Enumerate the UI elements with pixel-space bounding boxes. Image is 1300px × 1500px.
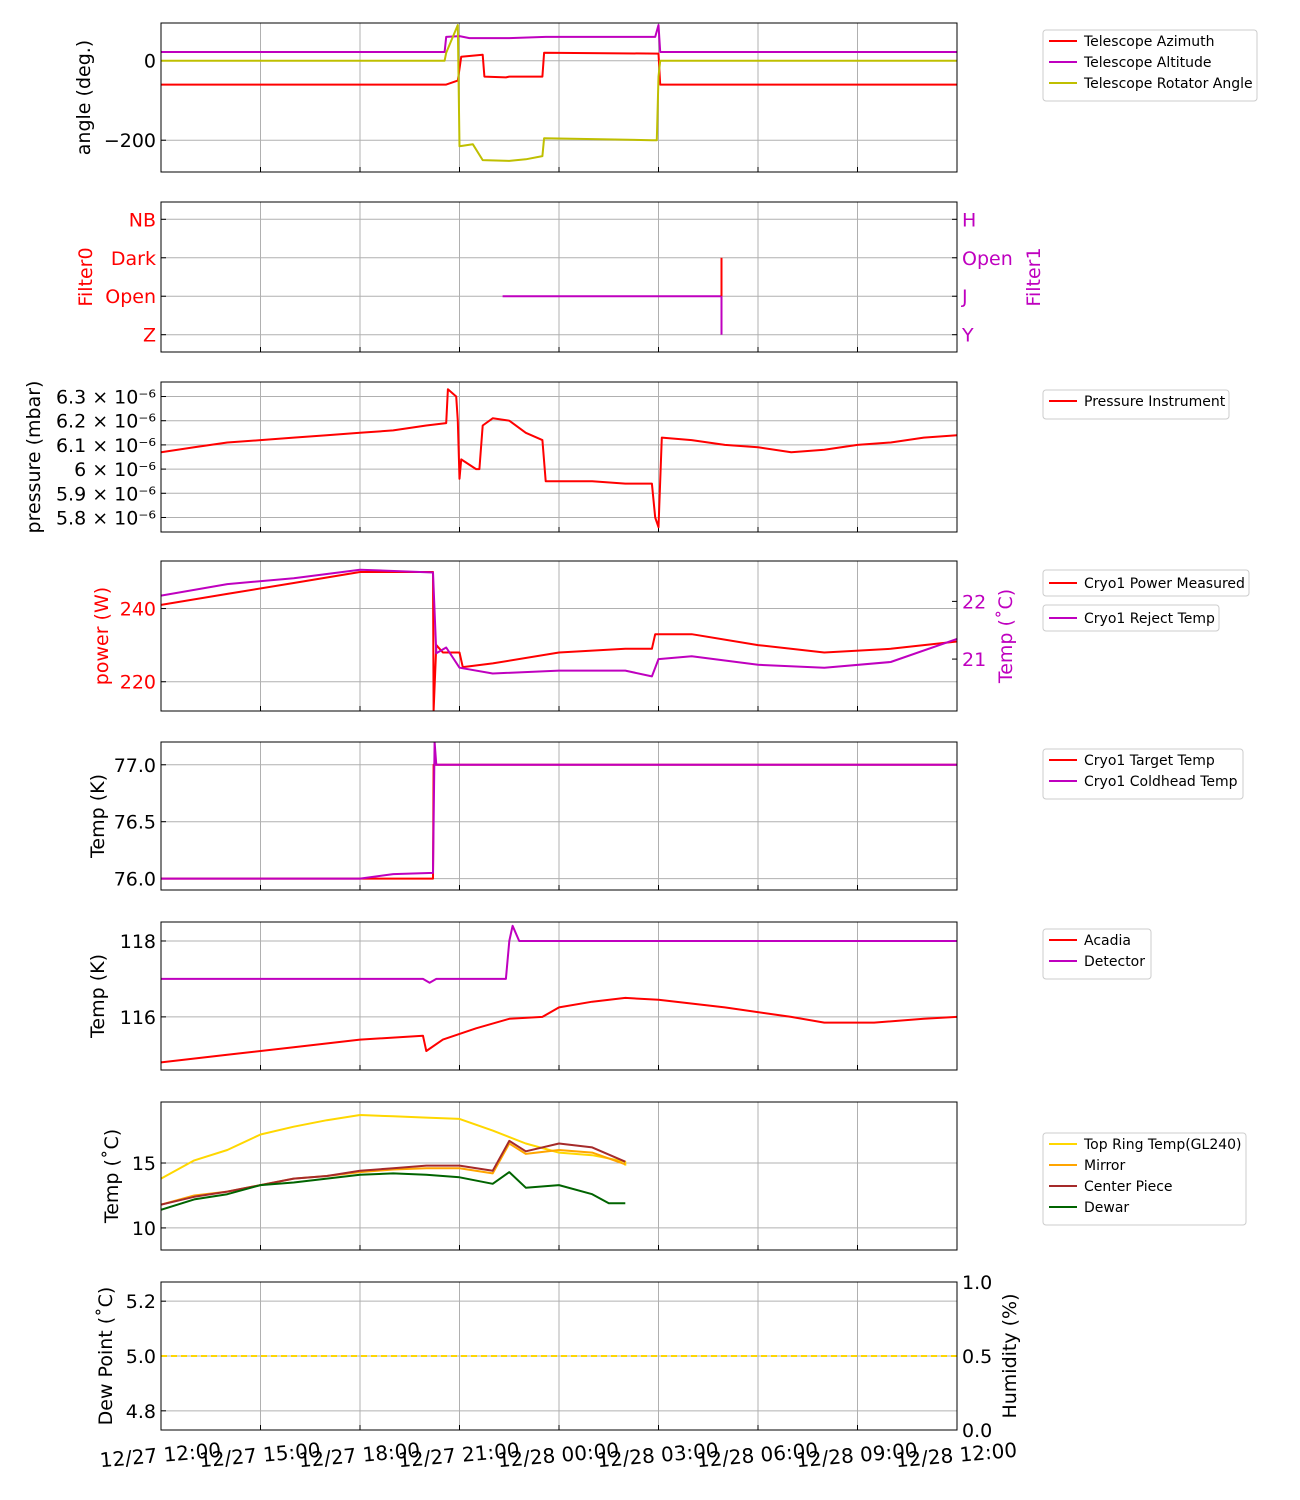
legend-label: Pressure Instrument	[1084, 394, 1226, 410]
y-tick-label: 0	[144, 51, 156, 73]
y-tick-label: 118	[120, 931, 156, 953]
series-line-telescope-altitude	[161, 24, 957, 53]
y-tick-label: 6.3 × 10⁻⁶	[56, 387, 156, 409]
legend-box	[1042, 1132, 1247, 1226]
axes-frame	[160, 741, 958, 891]
y-tick-label: 116	[120, 1007, 156, 1029]
y-tick-label: Z	[143, 325, 156, 347]
y-axis-label-right: Filter1	[1023, 247, 1045, 306]
series-line-cryo1-reject-temp	[161, 568, 957, 678]
axes-frame	[160, 1101, 958, 1251]
axes-frame	[160, 560, 958, 712]
legend-label: Top Ring Temp(GL240)	[1083, 1137, 1242, 1153]
y-axis-label-right: Humidity (%)	[999, 1293, 1021, 1418]
y-tick-label: 77.0	[114, 755, 156, 777]
panel-detector-temp: 116 118 Temp (K) Acadia Detector	[87, 921, 1152, 1071]
y-tick-label: 5.0	[126, 1346, 156, 1368]
axes-frame	[160, 22, 958, 173]
y-tick-label-right: Open	[962, 248, 1013, 270]
legend-box	[1042, 748, 1244, 800]
y-axis-label-right: Temp (˚C)	[995, 589, 1017, 684]
y-axis-label: pressure (mbar)	[23, 381, 45, 534]
y-axis-label: Temp (˚C)	[101, 1129, 123, 1224]
y-axis-label: Temp (K)	[87, 954, 109, 1039]
panel-pressure: 5.8 × 10⁻⁶5.9 × 10⁻⁶6 × 10⁻⁶6.1 × 10⁻⁶6.…	[23, 381, 1230, 534]
y-axis-label: angle (deg.)	[73, 40, 95, 155]
axes-frame	[160, 201, 958, 353]
y-tick-label: 6.1 × 10⁻⁶	[56, 435, 156, 457]
legend-label: Mirror	[1084, 1158, 1125, 1174]
series-line-dewar	[161, 1171, 626, 1211]
y-tick-label: Dark	[111, 248, 156, 270]
y-axis-label: Dew Point (˚C)	[95, 1287, 117, 1426]
y-tick-label-right: 1.0	[962, 1272, 992, 1294]
legend-label: Telescope Rotator Angle	[1083, 76, 1253, 92]
panel-angle: 0 −200 angle (deg.) Telescope Azimuth Telesc…	[73, 22, 1258, 173]
y-tick-label-right: 0.0	[962, 1420, 992, 1442]
axes-frame	[160, 1281, 958, 1431]
y-tick-label: NB	[129, 209, 156, 231]
y-tick-label: −200	[104, 130, 156, 152]
legend-label: Cryo1 Power Measured	[1084, 576, 1245, 592]
y-tick-label: 220	[120, 672, 156, 694]
series-line-detector	[161, 924, 957, 984]
panel-dew-point: 4.8 5.0 5.2 0.0 0.5 1.0 Dew Point (˚C) Humidity…	[95, 1272, 1021, 1442]
panel-filter: Z Open Dark NB YJ Open H Filter0 Filter1	[75, 201, 1045, 353]
y-axis-label: Filter0	[75, 247, 97, 306]
legend-label: Acadia	[1084, 933, 1131, 949]
y-tick-label: 5.9 × 10⁻⁶	[56, 483, 156, 505]
legend-box	[1042, 29, 1258, 102]
axes-frame	[160, 381, 958, 533]
legend-box	[1042, 569, 1250, 597]
series-line-telescope-rotator-angle	[161, 24, 957, 162]
y-tick-label-right: 0.5	[962, 1346, 992, 1368]
y-tick-label-right: Y	[961, 325, 974, 347]
series-line-cryo1-power-measured	[161, 571, 957, 711]
y-tick-label-right: 21	[962, 649, 986, 671]
y-tick-label: 10	[132, 1218, 156, 1240]
series-line-center-piece	[161, 1139, 626, 1206]
y-tick-label: 6.2 × 10⁻⁶	[56, 411, 156, 433]
y-tick-label: Open	[105, 286, 156, 308]
series-line-pressure-instrument	[161, 388, 957, 529]
y-tick-label: 76.0	[114, 869, 156, 891]
series-line-cryo1-coldhead-temp	[161, 742, 957, 880]
y-tick-label: 15	[132, 1153, 156, 1175]
legend-label: Telescope Altitude	[1083, 55, 1212, 71]
y-tick-label: 240	[120, 599, 156, 621]
legend-label: Cryo1 Reject Temp	[1084, 611, 1215, 627]
series-line-top-ring-temp-gl240-	[161, 1114, 627, 1180]
y-axis-label: Temp (K)	[87, 774, 109, 859]
legend-label: Center Piece	[1084, 1179, 1173, 1195]
legend-box	[1042, 604, 1220, 632]
panel-cryo-power: 220 240 21 22 power (W) Temp (˚C) Cryo1 Power …	[91, 560, 1250, 712]
panel-ambient-temp: 10 15 Temp (˚C) Top Ring Temp(GL240) Mirror C…	[101, 1101, 1247, 1251]
legend-box	[1042, 389, 1230, 420]
y-tick-label-right: J	[961, 286, 968, 308]
legend-label: Cryo1 Coldhead Temp	[1084, 774, 1238, 790]
y-tick-label: 5.2	[126, 1291, 156, 1313]
legend-label: Telescope Azimuth	[1083, 34, 1214, 50]
y-axis-label: power (W)	[91, 587, 113, 685]
y-tick-label-right: H	[962, 209, 976, 231]
y-tick-label: 4.8	[126, 1401, 156, 1423]
y-tick-label: 5.8 × 10⁻⁶	[56, 507, 156, 529]
y-tick-label: 76.5	[114, 812, 156, 834]
legend-label: Dewar	[1084, 1200, 1129, 1216]
y-tick-label: 6 × 10⁻⁶	[74, 459, 156, 481]
legend-box	[1042, 928, 1152, 980]
legend-label: Cryo1 Target Temp	[1084, 753, 1215, 769]
y-tick-label-right: 22	[962, 591, 986, 613]
axes-frame	[160, 921, 958, 1071]
legend-label: Detector	[1084, 954, 1145, 970]
series-line-acadia	[161, 996, 957, 1064]
